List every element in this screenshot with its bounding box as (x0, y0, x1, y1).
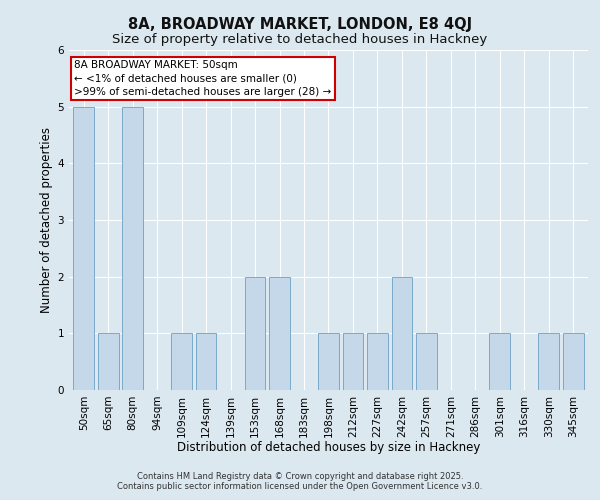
Bar (269, 276, 290, 390)
Text: Contains HM Land Registry data © Crown copyright and database right 2025.: Contains HM Land Registry data © Crown c… (137, 472, 463, 481)
Bar (73, 106, 94, 390)
Bar (538, 334, 559, 390)
Text: 8A BROADWAY MARKET: 50sqm
← <1% of detached houses are smaller (0)
>99% of semi-: 8A BROADWAY MARKET: 50sqm ← <1% of detac… (74, 60, 331, 96)
Bar (196, 334, 217, 390)
Bar (245, 276, 265, 390)
Bar (98, 334, 119, 390)
Bar (343, 334, 364, 390)
Bar (367, 334, 388, 390)
Bar (318, 334, 339, 390)
X-axis label: Distribution of detached houses by size in Hackney: Distribution of detached houses by size … (177, 441, 480, 454)
Text: Contains public sector information licensed under the Open Government Licence v3: Contains public sector information licen… (118, 482, 482, 491)
Bar (416, 334, 437, 390)
Bar (563, 334, 584, 390)
Y-axis label: Number of detached properties: Number of detached properties (40, 127, 53, 313)
Bar (392, 276, 412, 390)
Text: 8A, BROADWAY MARKET, LONDON, E8 4QJ: 8A, BROADWAY MARKET, LONDON, E8 4QJ (128, 18, 472, 32)
Bar (122, 106, 143, 390)
Bar (171, 334, 192, 390)
Bar (490, 334, 510, 390)
Text: Size of property relative to detached houses in Hackney: Size of property relative to detached ho… (112, 32, 488, 46)
